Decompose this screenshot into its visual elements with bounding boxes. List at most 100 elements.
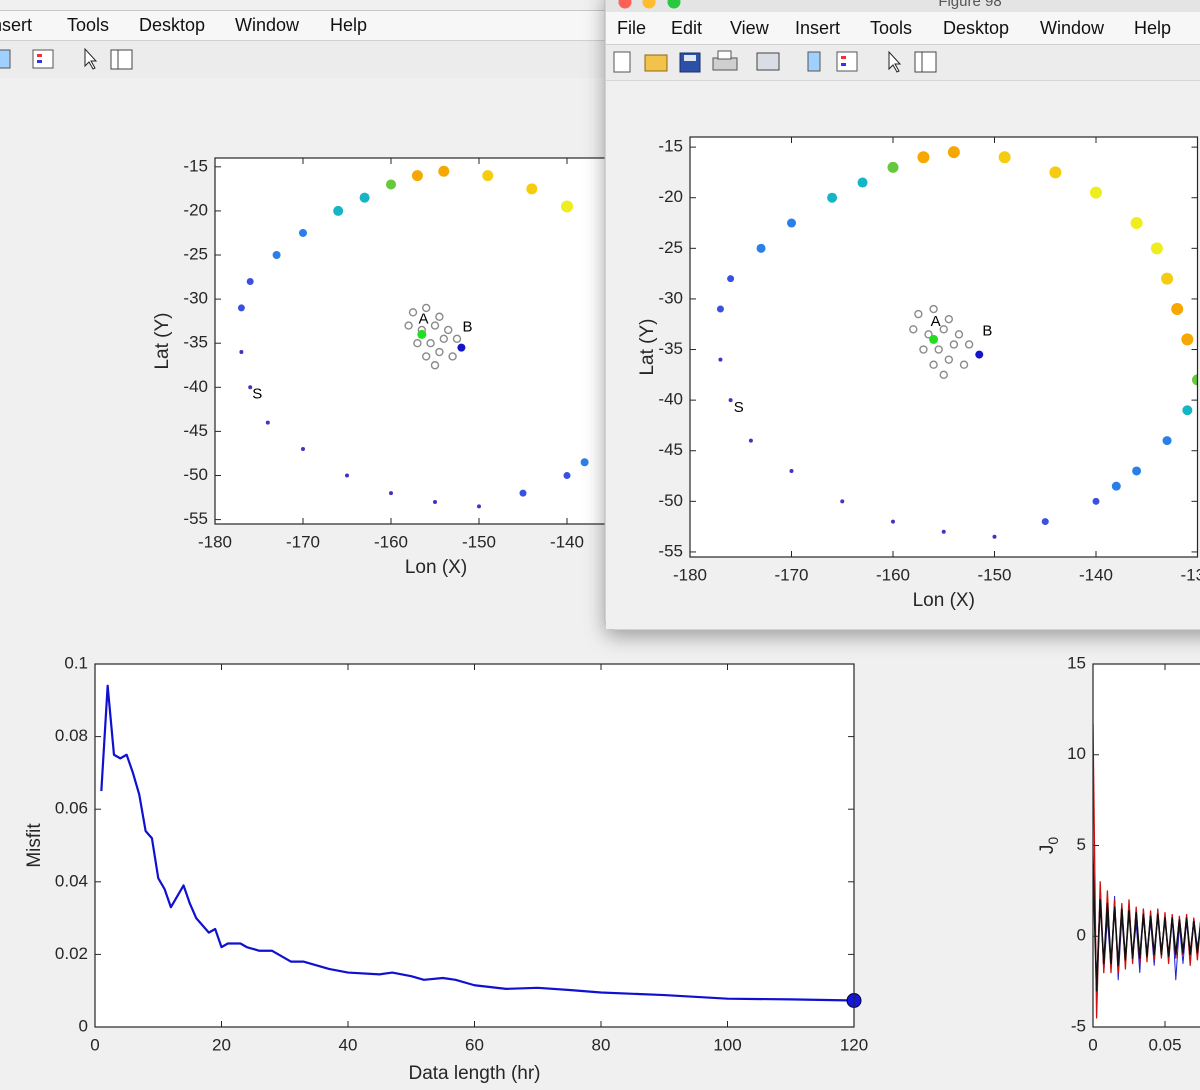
y-tick-label: -35 bbox=[658, 339, 683, 358]
legend-icon[interactable] bbox=[32, 49, 54, 69]
scatter-point bbox=[1192, 374, 1198, 386]
y-tick-label: 5 bbox=[1077, 835, 1086, 854]
link-icon[interactable] bbox=[756, 52, 780, 71]
scatter-point bbox=[909, 325, 918, 334]
zoom-button[interactable] bbox=[667, 0, 681, 9]
scatter-point bbox=[917, 151, 930, 164]
scatter-point bbox=[1111, 481, 1121, 491]
scatter-point bbox=[934, 345, 943, 354]
scatter-point bbox=[939, 370, 948, 380]
scatter-point bbox=[444, 325, 453, 335]
title-bar bbox=[606, 0, 1200, 12]
pointer-icon[interactable] bbox=[888, 50, 902, 73]
open-icon[interactable] bbox=[644, 54, 668, 72]
menu-item[interactable]: Window bbox=[235, 15, 300, 35]
scatter-point bbox=[756, 243, 766, 253]
y-tick-label: -55 bbox=[183, 509, 208, 528]
scatter-point bbox=[265, 420, 270, 425]
y-tick-label: -15 bbox=[658, 137, 683, 156]
menu-item[interactable]: Desktop bbox=[943, 18, 1009, 38]
menu-item[interactable]: Help bbox=[1134, 18, 1171, 38]
close-button[interactable] bbox=[618, 0, 632, 9]
scatter-point bbox=[919, 345, 928, 354]
y-tick-label: -20 bbox=[183, 200, 208, 219]
property-icon[interactable] bbox=[914, 51, 937, 73]
x-tick-label: -140 bbox=[1079, 565, 1113, 584]
annotation: A bbox=[931, 313, 941, 330]
y-axis-label: Lat (Y) bbox=[152, 312, 173, 369]
scatter-point bbox=[1132, 466, 1142, 476]
scatter-point bbox=[430, 361, 440, 370]
scatter-point bbox=[438, 165, 450, 177]
scatter-point bbox=[929, 304, 938, 314]
scatter-point bbox=[408, 308, 418, 317]
scatter-point bbox=[959, 360, 969, 369]
scatter-point bbox=[426, 339, 435, 348]
y-axis-label-main: Lat (Y) bbox=[152, 312, 173, 369]
y-tick-label: 0.1 bbox=[64, 653, 88, 672]
new-icon[interactable] bbox=[613, 51, 631, 73]
menu-item[interactable]: Tools bbox=[870, 18, 912, 38]
scatter-point bbox=[1161, 272, 1174, 285]
data-line bbox=[1093, 723, 1200, 1019]
menu-item[interactable]: View bbox=[730, 18, 770, 38]
x-tick-label: -130 bbox=[1180, 565, 1200, 584]
plot-area bbox=[100, 684, 854, 1002]
minimize-button[interactable] bbox=[642, 0, 656, 9]
y-tick-label: 0 bbox=[79, 1016, 88, 1035]
scatter-point bbox=[482, 170, 494, 182]
menu-item[interactable]: Edit bbox=[671, 18, 702, 38]
y-tick-label: 0.02 bbox=[55, 944, 88, 963]
menu-item[interactable]: Desktop bbox=[139, 15, 205, 35]
annotation: B bbox=[463, 318, 473, 335]
menu-item[interactable]: File bbox=[617, 18, 646, 38]
scatter-point bbox=[413, 339, 422, 348]
legend-icon[interactable] bbox=[836, 51, 858, 72]
axes: A B S -55 -50 -45 -40 -35 -30 -25 -20 -15 -180 -170 -1… bbox=[152, 156, 656, 578]
scatter-point bbox=[924, 330, 933, 339]
scatter-point bbox=[1090, 186, 1102, 199]
y-tick-label: -45 bbox=[183, 421, 208, 440]
x-tick-label: -160 bbox=[876, 565, 910, 584]
scatter-point bbox=[992, 534, 997, 539]
axes: 0 0.02 0.04 0.06 0.08 0.1 0 20 40 60 80 100 120 Data … bbox=[24, 653, 868, 1084]
pointer-icon[interactable] bbox=[84, 47, 98, 70]
x-tick-label: 0 bbox=[90, 1035, 99, 1054]
menu-item[interactable]: Help bbox=[330, 15, 367, 35]
scatter-point bbox=[914, 309, 923, 319]
y-tick-label: -30 bbox=[658, 288, 683, 307]
scatter-point bbox=[439, 334, 448, 343]
scatter-point bbox=[789, 468, 794, 473]
colorbar-icon[interactable] bbox=[807, 51, 821, 72]
scatter-point bbox=[1130, 217, 1143, 230]
scatter-point bbox=[435, 312, 444, 321]
axes-background bbox=[215, 158, 655, 524]
save-icon-part bbox=[684, 55, 696, 61]
menu-item[interactable]: Window bbox=[1040, 18, 1105, 38]
annotation: B bbox=[982, 322, 992, 339]
menu-item[interactable]: nsert bbox=[0, 15, 32, 35]
scatter-point bbox=[975, 350, 984, 359]
x-tick-label: 0 bbox=[1088, 1035, 1097, 1054]
print-icon[interactable] bbox=[712, 57, 738, 71]
menu-item[interactable]: Insert bbox=[795, 18, 840, 38]
scatter-point bbox=[1181, 333, 1194, 346]
scatter-point bbox=[748, 438, 753, 443]
x-tick-label: -170 bbox=[774, 565, 808, 584]
property-icon[interactable] bbox=[110, 49, 133, 70]
scatter-point bbox=[840, 499, 845, 504]
print-icon-part bbox=[717, 50, 732, 60]
menu-item[interactable]: Tools bbox=[67, 15, 109, 35]
x-tick-label: 80 bbox=[592, 1035, 611, 1054]
scatter-point bbox=[345, 473, 349, 478]
y-tick-label: 0.06 bbox=[55, 799, 88, 818]
scatter-point bbox=[561, 200, 573, 213]
data-line bbox=[100, 684, 854, 1002]
colorbar-icon[interactable] bbox=[0, 49, 11, 69]
y-tick-label: -25 bbox=[183, 244, 208, 263]
scatter-point bbox=[389, 491, 393, 496]
scatter-point bbox=[929, 334, 939, 344]
x-axis-label: Lon (X) bbox=[405, 557, 467, 578]
toolbar-icons bbox=[0, 47, 133, 70]
